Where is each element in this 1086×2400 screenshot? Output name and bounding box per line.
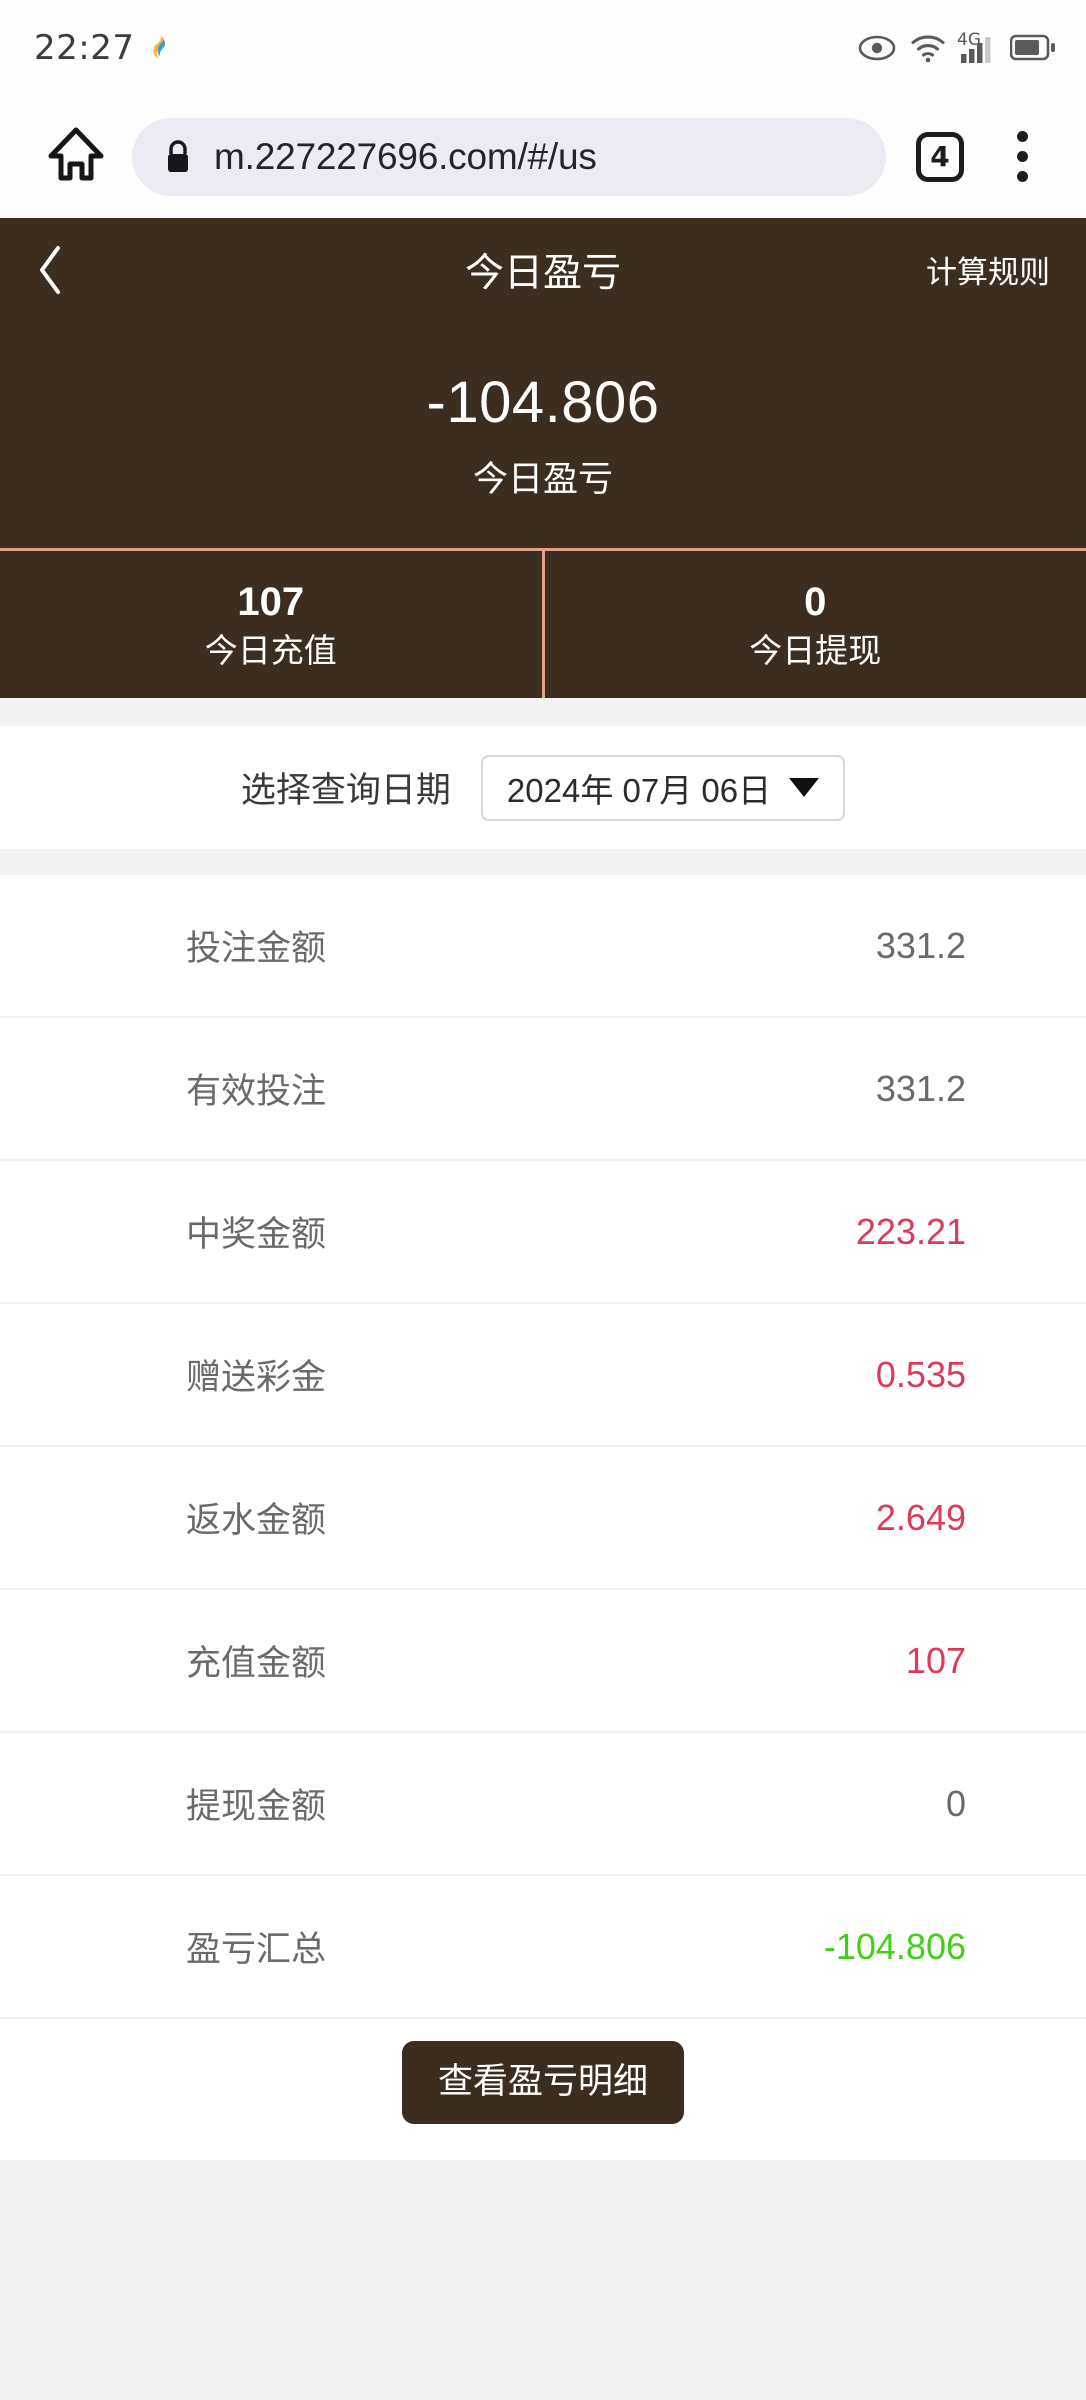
status-bar: 22:27 4G — [0, 0, 1086, 95]
table-row: 提现金额 0 — [0, 1733, 1086, 1877]
hero-label: 今日盈亏 — [472, 460, 613, 500]
status-bar-left: 22:27 — [34, 28, 175, 68]
eye-icon — [858, 35, 896, 60]
date-picker-label: 选择查询日期 — [240, 771, 451, 811]
row-label: 盈亏汇总 — [186, 1930, 327, 1970]
lock-icon — [168, 139, 188, 172]
row-label: 充值金额 — [186, 1644, 327, 1684]
stat-withdrawal: 0 今日提现 — [541, 551, 1086, 699]
hero-summary: -104.806 今日盈亏 — [0, 321, 1086, 549]
home-button[interactable] — [28, 126, 124, 188]
table-row: 盈亏汇总 -104.806 — [0, 1876, 1086, 2020]
row-label: 返水金额 — [186, 1501, 327, 1541]
table-row: 投注金额 331.2 — [0, 875, 1086, 1019]
date-picker-value: 2024年 07月 06日 — [506, 771, 772, 809]
signal-icon: 4G — [957, 29, 997, 63]
row-label: 有效投注 — [186, 1072, 327, 1112]
back-chevron-icon — [40, 245, 60, 294]
table-row: 充值金额 107 — [0, 1590, 1086, 1734]
row-label: 提现金额 — [186, 1787, 327, 1827]
row-label: 赠送彩金 — [186, 1358, 327, 1398]
row-label: 投注金额 — [186, 929, 327, 969]
detail-button-container: 查看盈亏明细 — [0, 2019, 1086, 2160]
wifi-icon — [911, 34, 945, 62]
row-value: 2.649 — [875, 1496, 966, 1538]
stat-deposit: 107 今日充值 — [0, 551, 542, 698]
status-bar-clock: 22:27 — [34, 27, 135, 68]
status-bar-right: 4G — [857, 29, 1056, 63]
stat-value: 0 — [804, 580, 827, 625]
stats-row: 107 今日充值 0 今日提现 — [0, 548, 1086, 699]
row-value: 0.535 — [875, 1353, 966, 1395]
view-detail-button[interactable]: 查看盈亏明细 — [401, 2041, 684, 2124]
table-row: 有效投注 331.2 — [0, 1018, 1086, 1162]
tab-count: 4 — [916, 131, 964, 182]
stat-value: 107 — [237, 580, 305, 625]
browser-toolbar: m.227227696.com/#/us 4 — [0, 95, 1086, 218]
section-gap — [0, 698, 1086, 727]
table-row: 中奖金额 223.21 — [0, 1161, 1086, 1305]
stat-label: 今日充值 — [204, 632, 337, 670]
row-value: 0 — [945, 1782, 966, 1824]
battery-icon — [1010, 34, 1055, 61]
calculation-rules-link[interactable]: 计算规则 — [926, 255, 1050, 290]
row-value: -104.806 — [823, 1925, 966, 1967]
page-title: 今日盈亏 — [464, 251, 621, 295]
date-filter-bar: 选择查询日期 2024年 07月 06日 — [0, 726, 1086, 850]
browser-menu-button[interactable] — [986, 131, 1058, 182]
home-icon — [48, 127, 104, 180]
hero-value: -104.806 — [426, 370, 660, 435]
caret-down-icon — [789, 778, 820, 798]
address-bar[interactable]: m.227227696.com/#/us — [132, 117, 886, 196]
app-badge-icon — [153, 36, 166, 59]
detail-rows: 投注金额 331.2 有效投注 331.2 中奖金额 223.21 赠送彩金 0… — [0, 875, 1086, 2020]
row-value: 331.2 — [875, 1067, 966, 1109]
table-row: 赠送彩金 0.535 — [0, 1304, 1086, 1448]
stat-label: 今日提现 — [749, 632, 882, 670]
row-label: 中奖金额 — [186, 1215, 327, 1255]
url-text: m.227227696.com/#/us — [214, 135, 597, 177]
date-picker-select[interactable]: 2024年 07月 06日 — [480, 754, 846, 821]
table-row: 返水金额 2.649 — [0, 1447, 1086, 1591]
tab-switcher-button[interactable]: 4 — [894, 131, 986, 182]
row-value: 331.2 — [875, 924, 966, 966]
overflow-menu-icon — [1016, 131, 1028, 182]
network-type-label: 4G — [957, 29, 981, 50]
row-value: 223.21 — [855, 1210, 966, 1252]
app-header: 今日盈亏 计算规则 — [0, 218, 1086, 321]
back-button[interactable] — [36, 244, 96, 296]
row-value: 107 — [905, 1639, 966, 1681]
footer-spacer — [0, 2159, 1086, 2320]
section-gap-2 — [0, 849, 1086, 876]
